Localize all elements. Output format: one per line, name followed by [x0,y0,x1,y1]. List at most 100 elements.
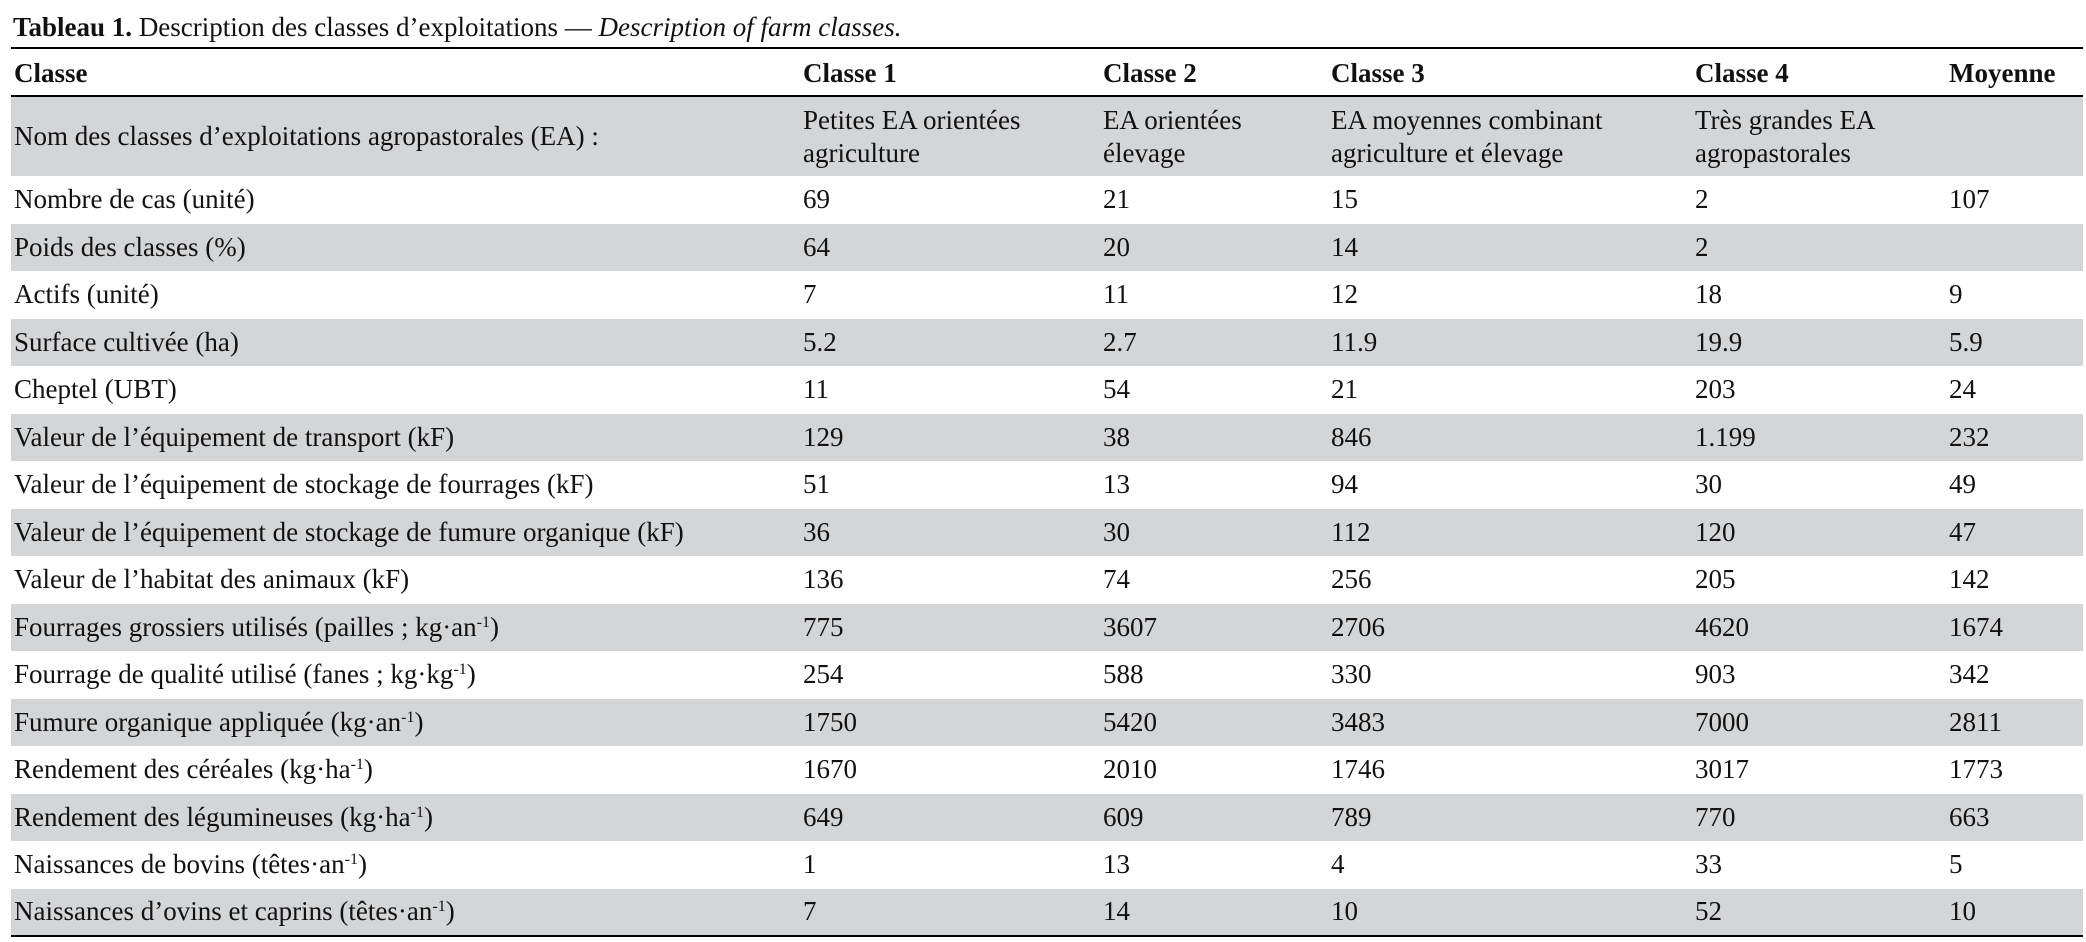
column-header: Classe [14,57,88,88]
table-row: Surface cultivée (ha) 5.2 2.7 11.9 19.9 5.9 [11,318,2083,367]
table-row: Valeur de l’équipement de stockage de fo… [11,461,2083,509]
table-cell: 2.7 [1103,326,1137,357]
table-cell: 112 [1331,516,1371,547]
column-header: Classe 2 [1103,57,1197,88]
table-cell: 11 [1103,279,1129,310]
row-label: Fumure organique appliquée (kg·an-1) [11,699,800,747]
table-row: Rendement des céréales (kg·ha-1) 1670 2010… [11,746,2083,794]
row-label-end: ) [357,849,367,880]
row-label: Valeur de l’équipement de transport (kF) [11,414,800,462]
table-cell: 30 [1103,516,1130,547]
row-label-text: Rendement des légumineuses (kg·ha [14,801,411,832]
table-cell: 94 [1331,469,1358,500]
row-label-end: ) [414,706,424,737]
table-row: Fourrages grossiers utilisés (pailles ; … [11,603,2083,651]
row-label: Surface cultivée (ha) [11,319,800,367]
column-header: Classe 1 [803,57,897,88]
table-cell: 38 [1103,421,1130,452]
table-cell: 74 [1103,564,1130,595]
table-cell: 2811 [1949,706,2002,737]
table-cell: EA moyennes combinant agriculture et éle… [1331,104,1603,168]
table-cell: 14 [1103,896,1130,927]
row-label: Valeur de l’équipement de stockage de fo… [11,461,800,509]
table-cell: 20 [1103,231,1130,262]
table-row: Naissances de bovins (têtes·an-1) 1 13 4 33 5 [11,841,2083,889]
table-cell: 2010 [1103,754,1157,785]
row-label-superscript: -1 [453,661,467,679]
table-cell: 4620 [1695,611,1749,642]
column-header: Classe 3 [1331,57,1425,88]
row-label-text: Valeur de l’équipement de stockage de fu… [14,516,684,547]
table-cell: 13 [1103,469,1130,500]
table-cell: 10 [1949,896,1976,927]
row-label-text: Cheptel (UBT) [14,374,177,405]
table-cell: 3607 [1103,611,1157,642]
table-cell: 11.9 [1331,326,1378,357]
row-label-text: Naissances d’ovins et caprins (têtes·an [14,896,433,927]
table-cell: 254 [803,659,844,690]
table-cell: 770 [1695,801,1736,832]
table-cell: Très grandes EA agropastorales [1695,104,1874,168]
table-cell: 2 [1695,184,1709,215]
table-row: Poids des classes (%) 64 20 14 2 [11,223,2083,272]
table-row: Valeur de l’équipement de transport (kF)… [11,413,2083,462]
row-label: Poids des classes (%) [11,224,800,272]
table-cell: 21 [1103,184,1130,215]
row-label: Actifs (unité) [11,271,800,319]
row-label-text: Valeur de l’habitat des animaux (kF) [14,564,410,595]
table-cell: 69 [803,184,830,215]
table-cell: 9 [1949,279,1963,310]
table-caption: Tableau 1. Description des classes d’exp… [13,10,901,44]
table-cell: 7 [803,279,817,310]
row-label-text: Nom des classes d’exploitations agropast… [14,121,599,151]
table-body: Nom des classes d’exploitations agropast… [11,96,2083,936]
table-cell: 51 [803,469,830,500]
row-label: Nombre de cas (unité) [11,176,800,224]
table-cell: 1670 [803,754,857,785]
caption-text: Description des classes d’exploitations … [138,12,592,42]
table-cell: 232 [1949,421,1990,452]
table-cell: 2 [1695,231,1709,262]
row-label-text: Poids des classes (%) [14,231,246,262]
table-cell: 24 [1949,374,1976,405]
row-label-end: ) [363,754,373,785]
table-cell: EA orientées élevage [1103,104,1242,168]
table-cell: 3483 [1331,706,1385,737]
table-cell: 3017 [1695,754,1749,785]
table-cell: 33 [1695,849,1722,880]
row-label-text: Surface cultivée (ha) [14,326,239,357]
table-cell: Petites EA orientées agriculture [803,104,1021,168]
table-cell: 5.9 [1949,326,1983,357]
row-label-superscript: -1 [344,851,358,869]
table-cell: 142 [1949,564,1990,595]
table-cell: 903 [1695,659,1736,690]
row-label-superscript: -1 [410,803,424,821]
table-cell: 15 [1331,184,1358,215]
table-cell: 52 [1695,896,1722,927]
table-cell: 136 [803,564,844,595]
row-label: Naissances d’ovins et caprins (têtes·an-… [11,889,800,937]
row-label: Naissances de bovins (têtes·an-1) [11,841,800,889]
row-label-text: Rendement des céréales (kg·ha [14,754,351,785]
table-cell: 107 [1949,184,1990,215]
table-cell: 256 [1331,564,1372,595]
table-cell: 203 [1695,374,1736,405]
table-cell: 205 [1695,564,1736,595]
row-label-end: ) [490,611,499,642]
table-cell: 120 [1695,516,1736,547]
row-label: Fourrage de qualité utilisé (fanes ; kg·… [11,651,800,699]
row-label-end: ) [445,896,455,927]
row-label-text: Fourrage de qualité utilisé (fanes ; kg·… [14,659,454,690]
table-cell: 49 [1949,469,1976,500]
table-cell: 14 [1331,231,1358,262]
row-label: Valeur de l’habitat des animaux (kF) [11,556,800,604]
table-cell: 2706 [1331,611,1385,642]
row-label-text: Naissances de bovins (têtes·an [14,849,345,880]
caption-text-en: Description of farm classes. [598,12,902,42]
table-cell: 775 [803,611,844,642]
table-cell: 609 [1103,801,1144,832]
table-cell: 30 [1695,469,1722,500]
table-row: Rendement des légumineuses (kg·ha-1) 649 6… [11,793,2083,841]
table-row: Fumure organique appliquée (kg·an-1) 1750… [11,698,2083,747]
